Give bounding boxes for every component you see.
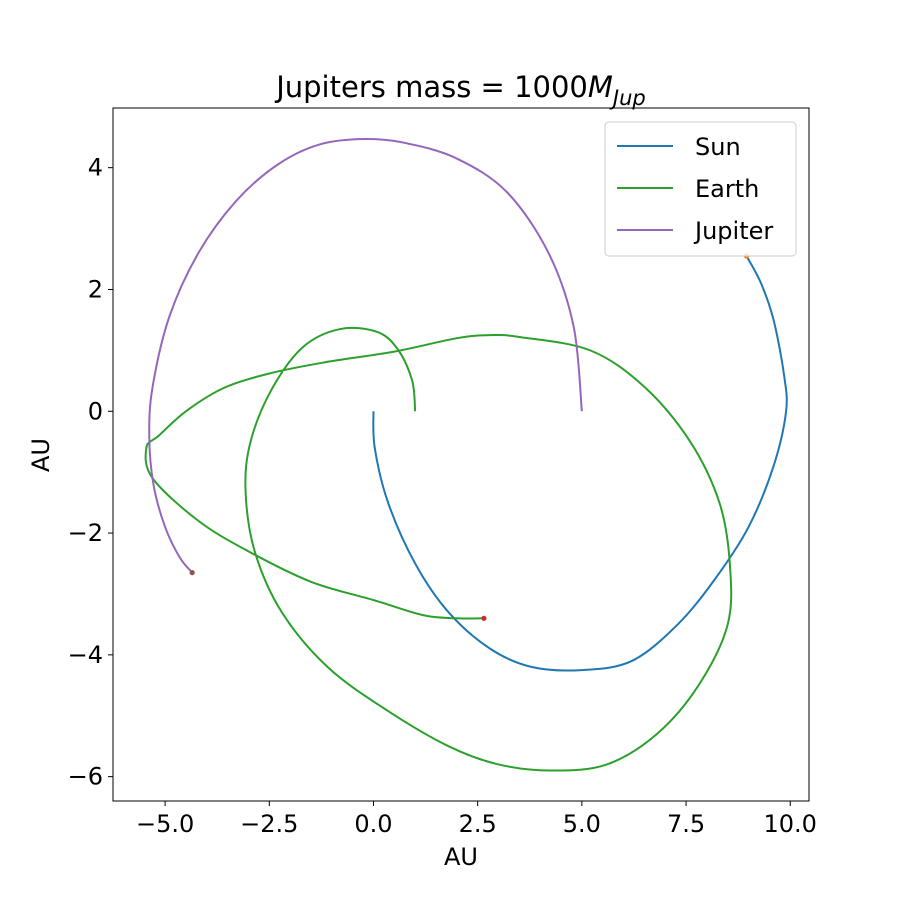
- y-tick-label: 2: [88, 275, 103, 303]
- title-value: 1000: [514, 70, 588, 104]
- y-axis-label: AU: [27, 438, 55, 472]
- end-marker-earth: [481, 615, 487, 621]
- y-tick-label: −6: [68, 763, 103, 791]
- legend-frame: [604, 121, 797, 257]
- x-tick-label: 5.0: [563, 810, 601, 838]
- legend: Sun Earth Jupiter: [604, 121, 797, 257]
- title-prefix: Jupiters mass: [274, 70, 471, 104]
- plot-frame: [112, 107, 810, 802]
- x-tick-label: −5.0: [136, 810, 194, 838]
- legend-label-earth: Earth: [695, 175, 759, 203]
- x-tick-label: 7.5: [667, 810, 705, 838]
- x-axis-label: AU: [444, 843, 478, 871]
- series-line-sun: [372, 255, 788, 672]
- x-tick-label: 10.0: [764, 810, 817, 838]
- legend-label-sun: Sun: [695, 133, 741, 161]
- title-subscript: Jup: [609, 86, 646, 110]
- y-tick-label: 4: [88, 154, 103, 182]
- chart-title: Jupiters mass = 1000MJup: [274, 70, 646, 110]
- end-marker-jupiter: [189, 570, 195, 576]
- y-tick-label: −2: [68, 519, 103, 547]
- x-tick-label: 0.0: [354, 810, 392, 838]
- x-tick-label: 2.5: [459, 810, 497, 838]
- series-line-jupiter: [148, 138, 583, 574]
- y-tick-label: −4: [68, 641, 103, 669]
- y-tick-label: 0: [88, 397, 103, 425]
- legend-label-jupiter: Jupiter: [693, 217, 773, 245]
- title-equals: =: [471, 70, 514, 104]
- title-symbol: M: [588, 70, 613, 104]
- x-tick-label: −2.5: [240, 810, 298, 838]
- axis-ticks: −5.0 −2.5 0.0 2.5 5.0 7.5 10.0 −6 −4 −2 0 2 4: [68, 154, 817, 838]
